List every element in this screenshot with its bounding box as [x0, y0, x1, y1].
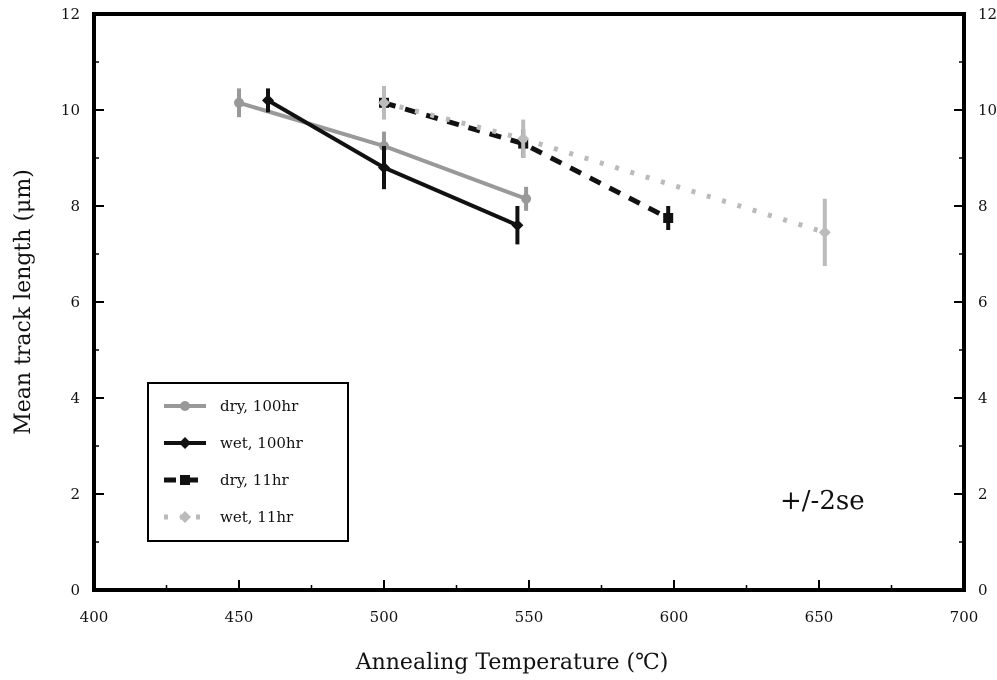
y-axis-title: Mean track length (μm) — [11, 169, 36, 435]
x-tick-label: 500 — [370, 608, 399, 626]
legend-label: wet, 11hr — [220, 508, 294, 526]
y-tick-label-left: 4 — [70, 389, 80, 407]
legend-marker — [180, 401, 190, 411]
data-point — [511, 219, 524, 232]
x-axis-title: Annealing Temperature (℃) — [355, 650, 669, 675]
x-tick-label: 450 — [225, 608, 254, 626]
series-line — [266, 98, 519, 228]
data-point — [378, 161, 390, 174]
y-tick-label-right: 0 — [978, 581, 988, 599]
y-tick-label-right: 10 — [978, 101, 997, 119]
data-point — [818, 226, 831, 239]
legend-marker — [180, 475, 190, 485]
y-tick-label-left: 12 — [61, 5, 80, 23]
legend-marker — [179, 511, 191, 523]
y-tick-label-right: 8 — [978, 197, 988, 215]
legend-label: dry, 11hr — [220, 471, 290, 489]
series-line — [383, 100, 826, 235]
error-annotation: +/-2se — [780, 486, 865, 516]
y-tick-label-left: 6 — [70, 293, 80, 311]
data-point — [378, 96, 390, 109]
x-tick-label: 650 — [805, 608, 834, 626]
legend-marker — [179, 437, 191, 449]
y-tick-label-right: 12 — [978, 5, 997, 23]
x-tick-label: 700 — [950, 608, 979, 626]
series-layer — [234, 86, 831, 266]
data-point — [517, 132, 530, 145]
plot-frame — [92, 12, 966, 592]
y-tick-label-left: 10 — [61, 101, 80, 119]
y-tick-label-right: 2 — [978, 485, 988, 503]
ticks-layer: 400 450 500 550 600 650 700 0 0 2 2 4 4 6 6 8 8 10 10 12 12 — [61, 5, 997, 626]
series-3 — [378, 86, 831, 266]
x-tick-label: 600 — [660, 608, 689, 626]
legend: dry, 100hr wet, 100hr dry, 11hr wet, 11hr — [147, 382, 349, 542]
legend-label: wet, 100hr — [220, 434, 304, 452]
y-tick-label-left: 8 — [70, 197, 80, 215]
x-tick-label: 400 — [80, 608, 109, 626]
y-tick-label-right: 6 — [978, 293, 988, 311]
data-point — [663, 213, 674, 223]
y-tick-label-left: 0 — [70, 581, 80, 599]
legend-label: dry, 100hr — [220, 397, 299, 415]
data-point — [262, 94, 274, 107]
x-tick-label: 550 — [515, 608, 544, 626]
data-point — [521, 193, 532, 204]
y-tick-label-right: 4 — [978, 389, 988, 407]
y-tick-label-left: 2 — [70, 485, 80, 503]
series-1 — [262, 88, 524, 245]
data-point — [234, 97, 244, 108]
